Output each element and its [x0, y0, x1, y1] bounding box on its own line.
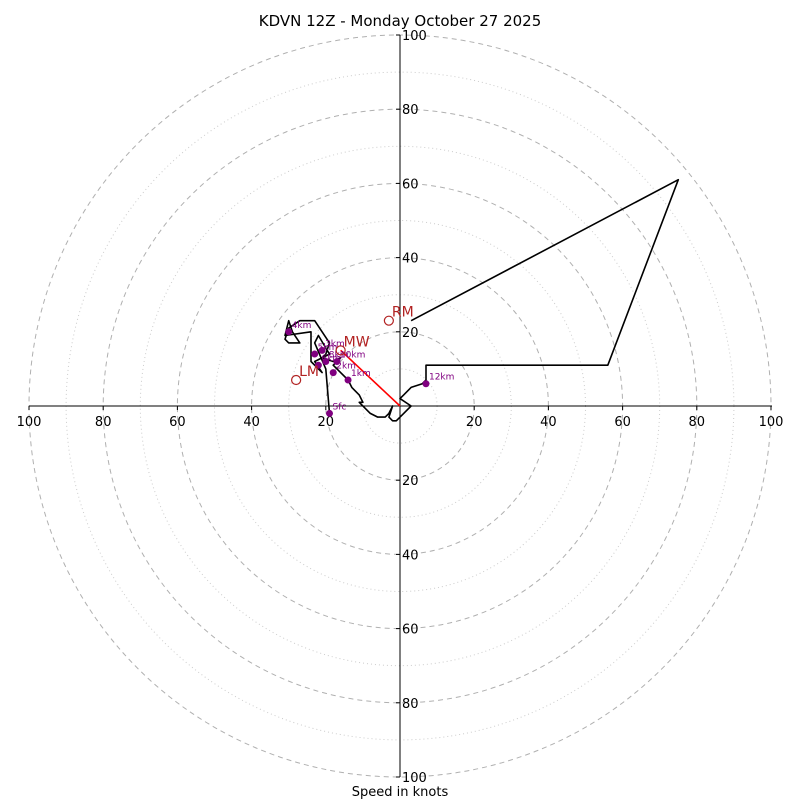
x-tick-label: 60: [169, 415, 186, 430]
height-marker-point: [314, 361, 322, 369]
x-tick-label: 20: [466, 415, 483, 430]
x-tick-label: 40: [243, 415, 260, 430]
storm-motion-label: LM: [299, 364, 319, 380]
height-marker-label: 6km: [321, 354, 341, 364]
storm-motion-label: MW: [344, 334, 370, 350]
storm-motion-marker: [335, 345, 346, 356]
storm-motion-label: RM: [392, 305, 414, 321]
x-axis-label: Speed in knots: [352, 785, 449, 800]
tick-labels: 100 80 60 40 20 20 40 60 80 100 100 80 60 40 20 20 40 60 8…: [17, 29, 784, 786]
height-marker-point: [344, 376, 352, 384]
y-tick-label: 40: [402, 252, 419, 267]
height-marker-label: 2km: [336, 362, 356, 372]
y-tick-label: 100: [402, 771, 427, 786]
hodograph-line: [284, 178, 680, 422]
chart-title: KDVN 12Z - Monday October 27 2025: [259, 12, 542, 30]
height-marker-point: [326, 409, 334, 417]
y-tick-label: 20: [402, 326, 419, 341]
height-marker-label: 5km: [318, 343, 338, 353]
height-marker-point: [422, 380, 430, 388]
x-tick-label: 100: [759, 415, 784, 430]
x-tick-label: 40: [540, 415, 557, 430]
y-tick-label: 100: [402, 29, 427, 44]
axes: [29, 35, 772, 777]
height-marker-label: Sfc: [333, 402, 347, 412]
storm-motion-marker: [383, 315, 394, 326]
storm-motion-marker: [291, 374, 302, 386]
shear-vector: [340, 349, 401, 407]
height-marker-label: 1km: [351, 369, 371, 379]
height-marker-point: [311, 350, 319, 358]
height-marker-point: [333, 357, 341, 365]
hodograph-trace-group: [284, 178, 680, 422]
height-marker-point: [322, 357, 330, 365]
x-tick-label: 80: [689, 415, 706, 430]
height-marker-label: 3km: [325, 339, 345, 349]
shear-vector-group: [340, 349, 401, 407]
height-marker-point: [285, 328, 293, 336]
height-marker-label: 8km: [329, 350, 349, 360]
y-tick-label: 60: [402, 177, 419, 192]
height-marker-point: [318, 346, 326, 354]
height-marker-label: 10km: [340, 350, 365, 360]
storm-motions: RM LM MW: [291, 305, 414, 386]
y-tick-label: 20: [402, 474, 419, 489]
x-tick-label: 100: [17, 415, 42, 430]
y-tick-label: 80: [402, 697, 419, 712]
y-tick-label: 60: [402, 623, 419, 638]
x-tick-label: 60: [614, 415, 631, 430]
y-tick-label: 80: [402, 103, 419, 118]
height-marker-point: [329, 369, 337, 377]
x-tick-label: 80: [95, 415, 112, 430]
y-tick-label: 40: [402, 548, 419, 563]
height-marker-label: 12km: [429, 373, 454, 383]
height-marker-label: 4km: [292, 321, 312, 331]
x-tick-label: 20: [318, 415, 335, 430]
